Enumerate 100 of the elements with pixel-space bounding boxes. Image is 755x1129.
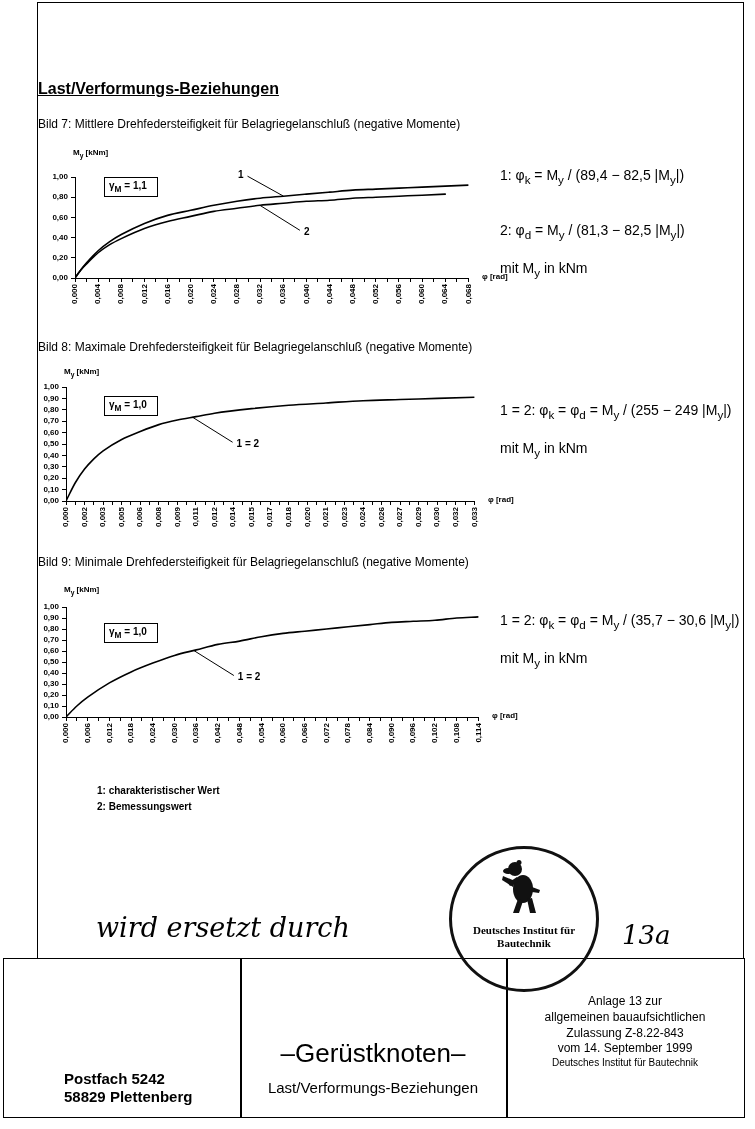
text: mit M$_{y}$ in kNm xyxy=(500,650,588,669)
y-tick-label: 0,30 xyxy=(43,462,60,471)
x-tick-label: 0,008 xyxy=(154,506,164,528)
y-tick-label: 0,70 xyxy=(43,416,60,426)
text: 1 = 2: φ$_{k}$ = φ$_{d}$ = M$_{y}$ / (35,7 − 30,6 |M$_{y}$|) xyxy=(500,612,740,631)
x-tick-label: 0,040 xyxy=(301,283,311,305)
text: 2: φ$_{d}$ = M$_{y}$ / (81,3 − 82,5 |M$_{y}$|) xyxy=(500,222,685,241)
chart-subtitle: Bild 7: Mittlere Drehfedersteifigkeit für Belagriegelanschluß (negative Momente) xyxy=(38,117,461,131)
text: 2: Bemessungswert xyxy=(97,801,192,812)
x-tick-label: 0,030 xyxy=(169,722,179,744)
y-tick-label: 0,20 xyxy=(43,690,60,700)
x-tick-label: 0,054 xyxy=(256,722,266,744)
y-tick-label: 0,20 xyxy=(43,473,60,483)
text: 1: charakteristischer Wert xyxy=(97,785,220,796)
text: 1 = 2 xyxy=(236,438,260,450)
y-tick-label: 0,00 xyxy=(43,712,60,722)
text: Deutsches Institut für Bautechnik xyxy=(550,1057,700,1068)
y-tick-label: 0,40 xyxy=(43,668,60,678)
text: 1: φ$_{k}$ = M$_{y}$ / (89,4 − 82,5 |M$_{y}$|) xyxy=(500,167,685,186)
x-tick-label: 0,048 xyxy=(234,722,244,744)
x-tick-label: 0,021 xyxy=(321,506,331,528)
x-axis-title: φ [rad] xyxy=(488,495,514,504)
x-tick-label: 0,052 xyxy=(371,283,381,305)
x-tick-label: 0,003 xyxy=(98,506,108,528)
text: –Gerüstknoten– xyxy=(279,1038,467,1069)
x-tick-label: 0,012 xyxy=(104,722,114,744)
chart-title: Last/Verformungs-Beziehungen xyxy=(38,80,279,98)
y-tick-label: 0,00 xyxy=(52,273,69,283)
y-tick-label: 0,40 xyxy=(43,450,60,460)
y-tick-label: 0,50 xyxy=(43,657,60,667)
x-tick-label: 0,017 xyxy=(265,506,275,528)
text: 1 = 2 xyxy=(237,671,261,683)
x-tick-label: 0,048 xyxy=(347,283,357,305)
text: Last/Verformungs-Beziehungen xyxy=(266,1079,480,1096)
x-tick-label: 0,004 xyxy=(93,283,103,305)
annotation: γ$_{M}$ = 1,0 xyxy=(104,623,158,643)
y-tick-label: 0,00 xyxy=(43,496,60,506)
x-tick-label: 0,064 xyxy=(440,283,450,305)
x-tick-label: 0,060 xyxy=(278,722,288,744)
x-tick-label: 0,056 xyxy=(394,283,404,305)
x-tick-label: 0,060 xyxy=(417,283,427,305)
annotation: γ$_{M}$ = 1,0 xyxy=(104,396,158,416)
x-tick-label: 0,029 xyxy=(413,506,423,528)
x-tick-label: 0,016 xyxy=(162,283,172,305)
x-tick-label: 0,042 xyxy=(213,722,223,744)
x-tick-label: 0,114 xyxy=(473,722,483,743)
x-tick-label: 0,028 xyxy=(232,283,242,305)
y-tick-label: 0,30 xyxy=(43,679,60,689)
x-tick-label: 0,009 xyxy=(172,506,182,528)
x-tick-label: 0,012 xyxy=(139,283,149,305)
y-tick-label: 0,50 xyxy=(43,439,60,449)
annotation: γ$_{M}$ = 1,1 xyxy=(104,177,158,197)
x-tick-label: 0,000 xyxy=(61,722,71,744)
text: 1 xyxy=(237,168,244,180)
text: Deutsches Institut für Bautechnik xyxy=(471,924,577,950)
text: mit M$_{y}$ in kNm xyxy=(500,440,588,459)
x-tick-label: 0,044 xyxy=(324,283,334,305)
x-axis-title: φ [rad] xyxy=(492,711,518,720)
x-tick-label: 0,066 xyxy=(299,722,309,744)
x-tick-label: 0,084 xyxy=(365,722,375,744)
y-tick-label: 1,00 xyxy=(43,602,60,612)
x-tick-label: 0,036 xyxy=(278,283,288,305)
y-tick-label: 0,80 xyxy=(43,405,60,414)
y-tick-label: 0,60 xyxy=(43,646,60,656)
x-tick-label: 0,030 xyxy=(432,506,442,528)
x-tick-label: 0,000 xyxy=(70,283,80,305)
chart-title: Bild 8: Maximale Drehfedersteifigkeit für Belagriegelanschluß (negative Momente) xyxy=(38,340,473,354)
chart-title: Bild 9: Minimale Drehfedersteifigkeit für Belagriegelanschluß (negative Momente) xyxy=(38,555,469,569)
x-tick-label: 0,102 xyxy=(430,722,440,744)
x-tick-label: 0,108 xyxy=(451,722,461,744)
x-tick-label: 0,026 xyxy=(376,506,386,528)
x-tick-label: 0,023 xyxy=(339,506,349,528)
x-tick-label: 0,020 xyxy=(302,506,312,528)
y-tick-label: 0,90 xyxy=(43,393,60,403)
x-tick-label: 0,072 xyxy=(321,722,331,744)
y-tick-label: 1,00 xyxy=(52,172,69,182)
x-tick-label: 0,020 xyxy=(185,283,195,305)
x-tick-label: 0,011 xyxy=(191,506,201,527)
y-axis-title: M$_{y}$ [kNm] xyxy=(64,367,100,378)
x-tick-label: 0,090 xyxy=(386,722,396,744)
text: Anlage 13 zur xyxy=(586,994,664,1008)
x-tick-label: 0,006 xyxy=(135,506,145,528)
x-tick-label: 0,024 xyxy=(209,283,219,305)
y-tick-label: 0,70 xyxy=(43,635,60,645)
x-tick-label: 0,068 xyxy=(463,283,473,305)
text: 13a xyxy=(622,920,671,950)
y-tick-label: 0,20 xyxy=(52,253,69,262)
x-tick-label: 0,008 xyxy=(116,283,126,305)
y-tick-label: 1,00 xyxy=(43,382,60,392)
x-tick-label: 0,024 xyxy=(358,506,368,528)
text: allgemeinen bauaufsichtlichen xyxy=(543,1010,707,1024)
x-tick-label: 0,036 xyxy=(191,722,201,744)
x-tick-label: 0,012 xyxy=(209,506,219,528)
y-axis-title: M$_{y}$ [kNm] xyxy=(64,585,100,596)
x-tick-label: 0,014 xyxy=(228,506,238,528)
x-tick-label: 0,027 xyxy=(395,506,405,528)
text: 58829 Plettenberg xyxy=(64,1088,193,1105)
x-tick-label: 0,000 xyxy=(61,506,71,528)
y-tick-label: 0,80 xyxy=(43,624,60,634)
x-tick-label: 0,096 xyxy=(408,722,418,744)
